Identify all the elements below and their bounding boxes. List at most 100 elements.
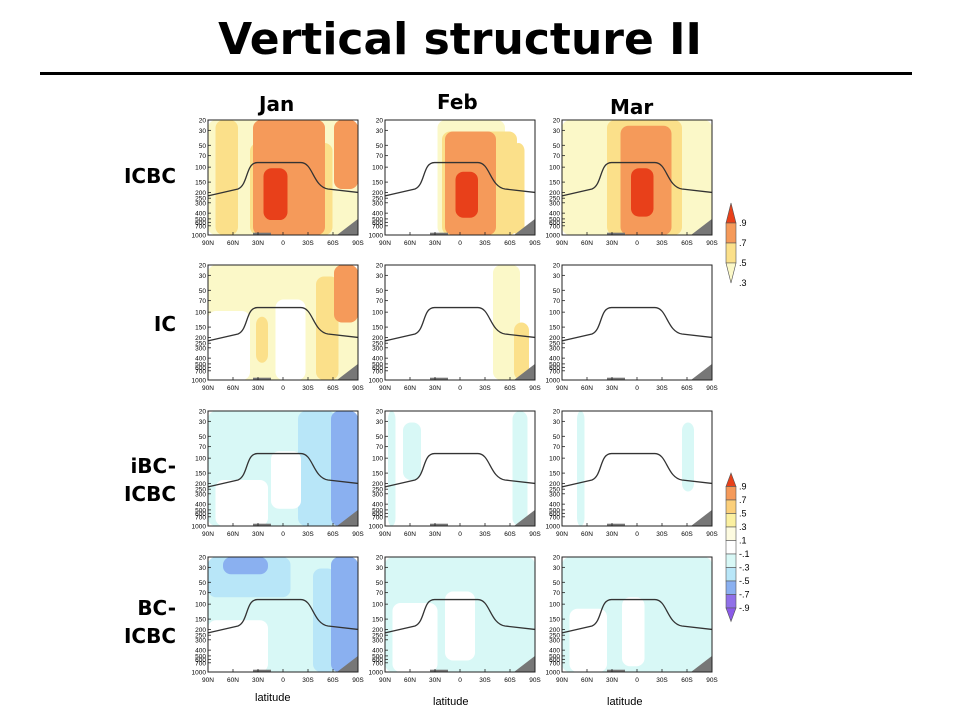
x-tick-label: 90N — [379, 531, 391, 538]
colorbar-label: .9 — [739, 482, 747, 492]
y-tick-label: 1000 — [192, 524, 207, 531]
colorbar-swatch — [725, 594, 737, 609]
tropopause-line — [207, 161, 359, 197]
y-tick-label: 20 — [199, 263, 207, 270]
y-tick-label: 300 — [372, 637, 383, 644]
y-tick-label: 150 — [372, 180, 383, 187]
y-tick-label: 100 — [195, 165, 206, 172]
y-tick-label: 500 — [549, 653, 560, 660]
y-tick-label: 70 — [376, 444, 384, 451]
y-tick-label: 400 — [195, 211, 206, 218]
terrain-mask — [337, 363, 358, 380]
y-tick-label: 70 — [376, 153, 384, 160]
terrain-mask — [691, 509, 712, 526]
x-tick-label: 60N — [227, 531, 239, 538]
y-tick-label: 200 — [195, 481, 206, 488]
y-tick-label: 30 — [199, 128, 207, 135]
x-tick-label: 90N — [556, 240, 568, 247]
x-tick-label: 60N — [227, 240, 239, 247]
contour-fill — [223, 557, 268, 575]
terrain-mask — [337, 218, 358, 235]
y-tick-label: 1000 — [369, 670, 384, 677]
contour-fill — [512, 411, 528, 526]
x-tick-label: 90S — [529, 385, 541, 392]
tropopause-line — [561, 598, 713, 634]
x-tick-label: 60N — [404, 677, 416, 684]
x-tick-label: 60S — [504, 385, 516, 392]
y-tick-label: 600 — [372, 657, 383, 664]
x-tick-label: 90N — [202, 240, 214, 247]
contour-panel-r4-c1: 2030507010015020025030040050060070010009… — [192, 555, 365, 685]
tropopause-line — [561, 161, 713, 197]
x-tick-label: 60N — [404, 531, 416, 538]
x-tick-label: 60N — [581, 385, 593, 392]
y-tick-label: 70 — [199, 590, 207, 597]
tropopause-line — [561, 306, 713, 342]
y-tick-label: 100 — [195, 310, 206, 317]
x-tick-label: 30N — [606, 677, 618, 684]
y-tick-label: 100 — [372, 456, 383, 463]
y-tick-label: 700 — [195, 368, 206, 375]
x-tick-label: 60N — [227, 385, 239, 392]
x-tick-label: 0 — [635, 677, 639, 684]
contour-fill — [392, 603, 438, 672]
y-tick-label: 600 — [549, 365, 560, 372]
contour-fill — [682, 422, 694, 492]
terrain-mask — [430, 232, 448, 235]
y-tick-label: 600 — [195, 365, 206, 372]
y-tick-label: 150 — [195, 617, 206, 624]
y-tick-label: 300 — [549, 491, 560, 498]
terrain-mask — [337, 509, 358, 526]
colorbar-arrow-top — [725, 472, 737, 487]
y-tick-label: 50 — [376, 580, 384, 587]
y-tick-label: 200 — [195, 335, 206, 342]
y-tick-label: 500 — [372, 361, 383, 368]
colorbar-arrow-top — [725, 202, 737, 224]
x-tick-label: 90S — [706, 240, 718, 247]
x-tick-label: 30N — [252, 531, 264, 538]
x-tick-label: 60N — [581, 531, 593, 538]
y-tick-label: 400 — [372, 356, 383, 363]
y-tick-label: 400 — [549, 648, 560, 655]
y-tick-label: 300 — [195, 345, 206, 352]
contour-panel-r2-c3: 2030507010015020025030040050060070010009… — [546, 263, 719, 393]
y-tick-label: 200 — [549, 190, 560, 197]
y-tick-label: 150 — [195, 471, 206, 478]
colorbar-label: -.3 — [739, 563, 750, 573]
y-tick-label: 250 — [195, 633, 206, 640]
y-tick-label: 30 — [376, 419, 384, 426]
y-tick-label: 70 — [376, 298, 384, 305]
y-tick-label: 50 — [199, 288, 207, 295]
colorbar-bottom: .9 .7 .5 .3 .1 -.1 -.3 -.5 -.7 -.9 — [725, 472, 750, 623]
x-tick-label: 60S — [327, 531, 339, 538]
contour-panel-r1-c3: 2030507010015020025030040050060070010009… — [546, 118, 719, 248]
y-tick-label: 1000 — [192, 233, 207, 240]
y-tick-label: 150 — [195, 180, 206, 187]
y-tick-label: 200 — [549, 627, 560, 634]
y-tick-label: 30 — [376, 565, 384, 572]
y-tick-label: 400 — [372, 211, 383, 218]
y-tick-label: 700 — [195, 660, 206, 667]
contour-fill — [577, 411, 585, 526]
x-axis-label-col1: latitude — [255, 692, 291, 704]
y-tick-label: 600 — [195, 511, 206, 518]
terrain-mask — [607, 232, 625, 235]
contour-fill — [334, 120, 358, 189]
y-tick-label: 200 — [372, 481, 383, 488]
y-tick-label: 200 — [549, 481, 560, 488]
x-tick-label: 90N — [556, 677, 568, 684]
y-tick-label: 500 — [549, 216, 560, 223]
x-tick-label: 0 — [281, 531, 285, 538]
y-tick-label: 150 — [372, 471, 383, 478]
y-tick-label: 700 — [549, 223, 560, 230]
x-tick-label: 30N — [429, 677, 441, 684]
y-tick-label: 500 — [195, 216, 206, 223]
y-tick-label: 400 — [195, 502, 206, 509]
x-tick-label: 30N — [252, 385, 264, 392]
x-tick-label: 90N — [379, 677, 391, 684]
x-tick-label: 90N — [556, 531, 568, 538]
x-tick-label: 90S — [706, 385, 718, 392]
contour-fill — [385, 411, 535, 526]
x-tick-label: 60S — [504, 677, 516, 684]
x-tick-label: 60S — [681, 240, 693, 247]
